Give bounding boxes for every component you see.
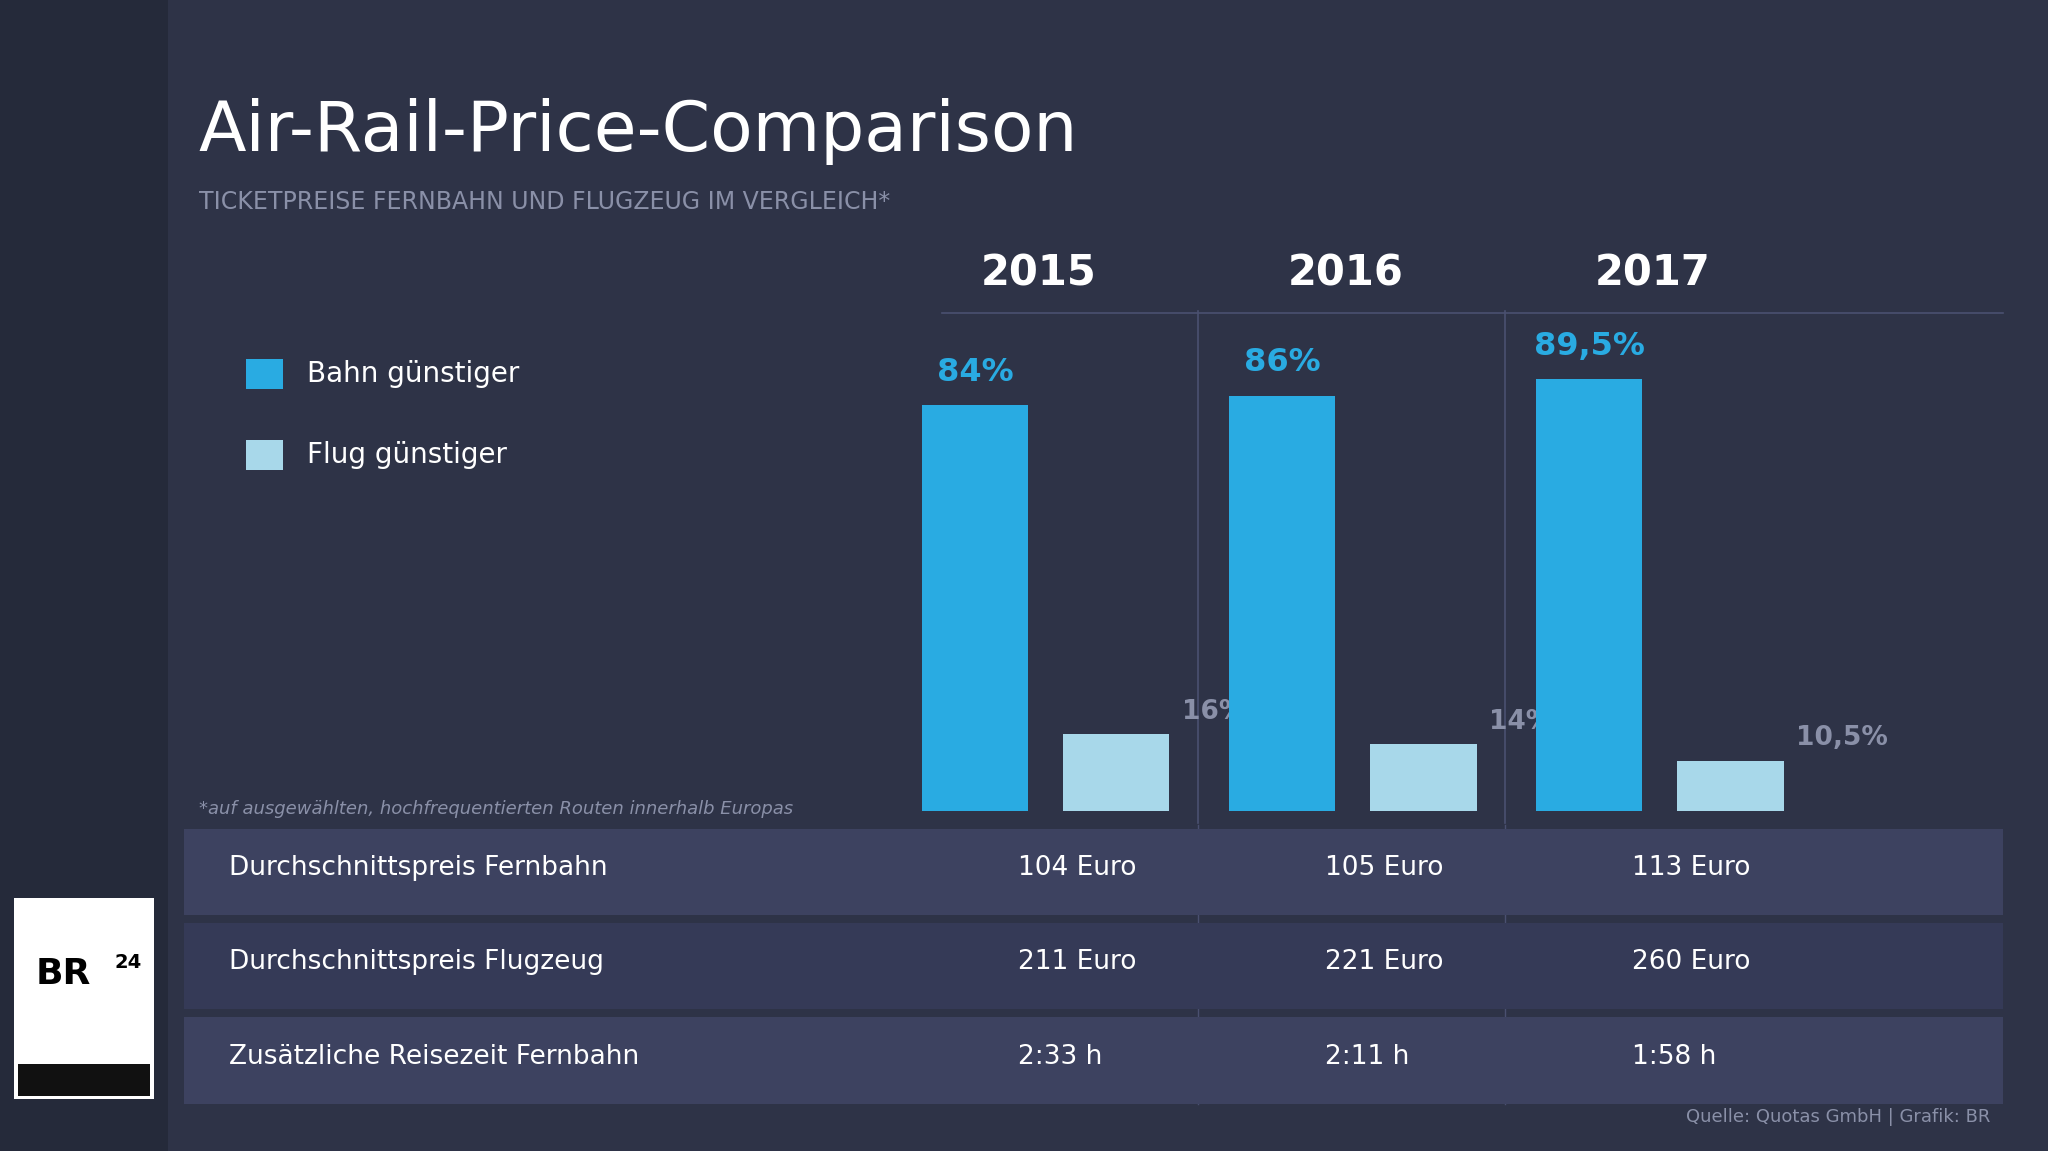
FancyBboxPatch shape (0, 0, 168, 1151)
Text: BR: BR (35, 958, 90, 991)
Text: 10,5%: 10,5% (1796, 725, 1888, 752)
FancyBboxPatch shape (184, 829, 2003, 915)
Text: Quelle: Quotas GmbH | Grafik: BR: Quelle: Quotas GmbH | Grafik: BR (1686, 1107, 1991, 1126)
FancyBboxPatch shape (922, 405, 1028, 811)
FancyBboxPatch shape (1536, 379, 1642, 811)
Text: 2017: 2017 (1595, 253, 1710, 295)
Text: 84%: 84% (936, 357, 1014, 388)
Text: 105 Euro: 105 Euro (1325, 855, 1444, 881)
Text: 16%: 16% (1182, 699, 1245, 725)
Text: Flug günstiger: Flug günstiger (307, 441, 508, 468)
Text: 211 Euro: 211 Euro (1018, 950, 1137, 975)
FancyBboxPatch shape (1677, 761, 1784, 811)
FancyBboxPatch shape (18, 1064, 150, 1096)
Text: 260 Euro: 260 Euro (1632, 950, 1751, 975)
FancyBboxPatch shape (184, 1017, 2003, 1104)
Text: Durchschnittspreis Flugzeug: Durchschnittspreis Flugzeug (229, 950, 604, 975)
Text: 104 Euro: 104 Euro (1018, 855, 1137, 881)
Text: 89,5%: 89,5% (1534, 330, 1645, 361)
Text: 221 Euro: 221 Euro (1325, 950, 1444, 975)
Text: 86%: 86% (1243, 348, 1321, 379)
Text: 2:11 h: 2:11 h (1325, 1044, 1409, 1069)
FancyBboxPatch shape (14, 898, 154, 1099)
FancyBboxPatch shape (246, 359, 283, 389)
Text: Bahn günstiger: Bahn günstiger (307, 360, 520, 388)
Text: 14%: 14% (1489, 709, 1552, 734)
Text: 2015: 2015 (981, 253, 1096, 295)
Text: Zusätzliche Reisezeit Fernbahn: Zusätzliche Reisezeit Fernbahn (229, 1044, 639, 1069)
FancyBboxPatch shape (246, 440, 283, 470)
Text: 2016: 2016 (1288, 253, 1403, 295)
Text: TICKETPREISE FERNBAHN UND FLUGZEUG IM VERGLEICH*: TICKETPREISE FERNBAHN UND FLUGZEUG IM VE… (199, 190, 891, 214)
Text: *auf ausgewählten, hochfrequentierten Routen innerhalb Europas: *auf ausgewählten, hochfrequentierten Ro… (199, 800, 793, 818)
FancyBboxPatch shape (1063, 734, 1169, 811)
FancyBboxPatch shape (184, 923, 2003, 1009)
FancyBboxPatch shape (1370, 744, 1477, 811)
Text: 24: 24 (115, 953, 141, 971)
Text: 113 Euro: 113 Euro (1632, 855, 1751, 881)
Text: Durchschnittspreis Fernbahn: Durchschnittspreis Fernbahn (229, 855, 608, 881)
Text: 1:58 h: 1:58 h (1632, 1044, 1716, 1069)
Text: Air-Rail-Price-Comparison: Air-Rail-Price-Comparison (199, 98, 1077, 165)
Text: 2:33 h: 2:33 h (1018, 1044, 1102, 1069)
FancyBboxPatch shape (1229, 396, 1335, 811)
